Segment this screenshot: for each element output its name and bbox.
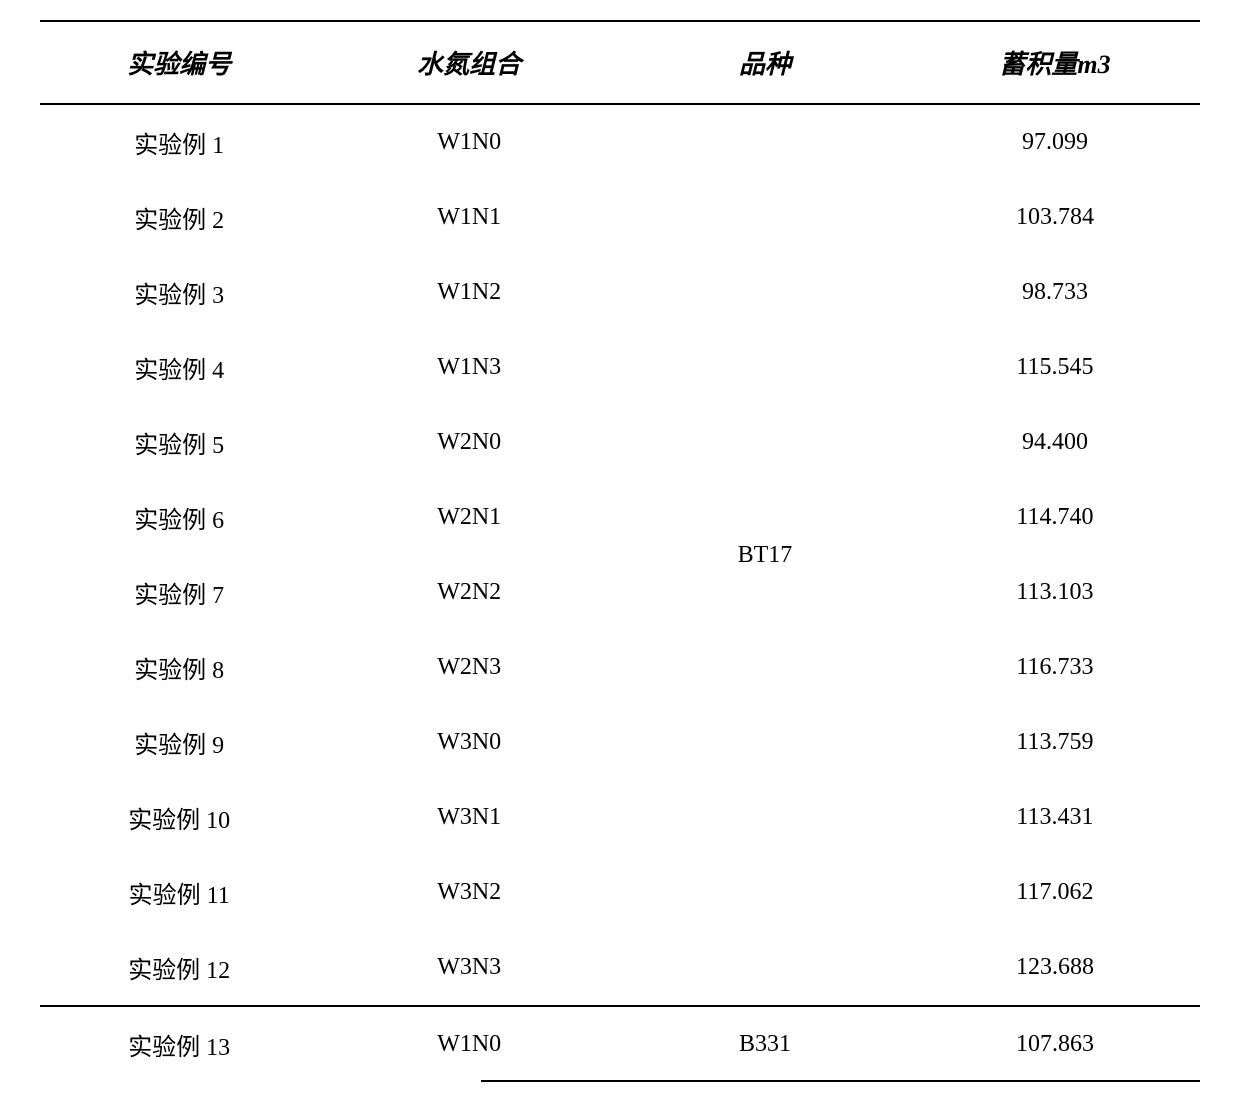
cell-volume: 117.062 xyxy=(910,855,1200,930)
cell-volume: 98.733 xyxy=(910,255,1200,330)
cell-combo: W1N2 xyxy=(318,255,620,330)
cell-combo: W1N0 xyxy=(318,104,620,180)
cell-experiment-id: 实验例 3 xyxy=(40,255,318,330)
cell-experiment-id: 实验例 13 xyxy=(40,1006,318,1082)
cell-experiment-id: 实验例 10 xyxy=(40,780,318,855)
cell-experiment-id: 实验例 6 xyxy=(40,480,318,555)
table-body-group-2: 实验例 13 W1N0 B331 107.863 xyxy=(40,1006,1200,1082)
cell-experiment-id: 实验例 7 xyxy=(40,555,318,630)
cell-volume: 115.545 xyxy=(910,330,1200,405)
cell-combo: W3N2 xyxy=(318,855,620,930)
header-volume: 蓄积量m3 xyxy=(910,21,1200,104)
header-experiment-id: 实验编号 xyxy=(40,21,318,104)
cell-combo: W3N3 xyxy=(318,930,620,1006)
cell-combo: W2N2 xyxy=(318,555,620,630)
cell-volume: 94.400 xyxy=(910,405,1200,480)
header-volume-label: 蓄积量 xyxy=(999,50,1077,79)
cell-combo: W1N0 xyxy=(318,1006,620,1082)
experiment-data-table: 实验编号 水氮组合 品种 蓄积量m3 实验例 1 W1N0 BT17 97.09… xyxy=(40,20,1200,1082)
cell-experiment-id: 实验例 11 xyxy=(40,855,318,930)
cell-combo: W1N3 xyxy=(318,330,620,405)
table-row: 实验例 13 W1N0 B331 107.863 xyxy=(40,1006,1200,1082)
cell-volume: 97.099 xyxy=(910,104,1200,180)
cell-experiment-id: 实验例 12 xyxy=(40,930,318,1006)
cell-variety: B331 xyxy=(620,1006,910,1082)
cell-volume: 107.863 xyxy=(910,1006,1200,1082)
cell-combo: W1N1 xyxy=(318,180,620,255)
cell-volume: 113.103 xyxy=(910,555,1200,630)
cell-combo: W2N0 xyxy=(318,405,620,480)
cell-volume: 116.733 xyxy=(910,630,1200,705)
data-table-container: 实验编号 水氮组合 品种 蓄积量m3 实验例 1 W1N0 BT17 97.09… xyxy=(40,20,1200,1082)
table-body-group-1: 实验例 1 W1N0 BT17 97.099 实验例 2 W1N1 103.78… xyxy=(40,104,1200,1006)
cell-combo: W2N3 xyxy=(318,630,620,705)
cell-combo: W2N1 xyxy=(318,480,620,555)
table-row: 实验例 1 W1N0 BT17 97.099 xyxy=(40,104,1200,180)
cell-volume: 103.784 xyxy=(910,180,1200,255)
cell-experiment-id: 实验例 4 xyxy=(40,330,318,405)
cell-combo: W3N1 xyxy=(318,780,620,855)
cell-volume: 113.759 xyxy=(910,705,1200,780)
cell-volume: 123.688 xyxy=(910,930,1200,1006)
cell-volume: 113.431 xyxy=(910,780,1200,855)
cell-combo: W3N0 xyxy=(318,705,620,780)
cell-volume: 114.740 xyxy=(910,480,1200,555)
header-water-nitrogen-combo: 水氮组合 xyxy=(318,21,620,104)
cell-experiment-id: 实验例 9 xyxy=(40,705,318,780)
cell-variety-merged: BT17 xyxy=(620,104,910,1006)
header-variety: 品种 xyxy=(620,21,910,104)
header-volume-unit: m3 xyxy=(1077,50,1110,79)
table-header-row: 实验编号 水氮组合 品种 蓄积量m3 xyxy=(40,21,1200,104)
cell-experiment-id: 实验例 2 xyxy=(40,180,318,255)
cell-experiment-id: 实验例 5 xyxy=(40,405,318,480)
cell-experiment-id: 实验例 1 xyxy=(40,104,318,180)
cell-experiment-id: 实验例 8 xyxy=(40,630,318,705)
